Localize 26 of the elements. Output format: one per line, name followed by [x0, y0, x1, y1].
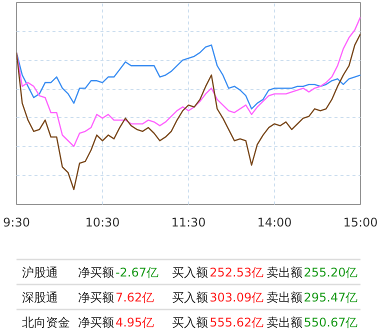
x-tick-label: 9:30 [3, 216, 30, 230]
text: 沪股通 [22, 266, 58, 280]
text: 550.67亿 [304, 316, 358, 330]
x-tick-label: 14:00 [257, 216, 292, 230]
text: 555.62亿 [210, 316, 264, 330]
text: 净买额 [78, 290, 114, 304]
text: 净买额 [78, 316, 114, 330]
text: 卖出额 [266, 316, 302, 330]
text: 卖出额 [266, 290, 302, 304]
text: 255.20亿 [304, 266, 358, 280]
text: 303.09亿 [210, 290, 264, 304]
text: 深股通 [22, 290, 58, 304]
text: 7.62亿 [115, 290, 154, 304]
text: 卖出额 [266, 266, 302, 280]
text: 买入额 [172, 316, 208, 330]
text: -2.67亿 [115, 266, 159, 280]
text: 北向资金 [22, 316, 70, 330]
x-tick-label: 11:30 [171, 216, 206, 230]
text: 净买额 [78, 266, 114, 280]
text: 买入额 [172, 290, 208, 304]
x-tick-label: 15:00 [343, 216, 378, 230]
text: 295.47亿 [304, 290, 358, 304]
text: 252.53亿 [210, 266, 264, 280]
text: 4.95亿 [115, 316, 154, 330]
text: 买入额 [172, 266, 208, 280]
x-tick-label: 10:30 [85, 216, 120, 230]
